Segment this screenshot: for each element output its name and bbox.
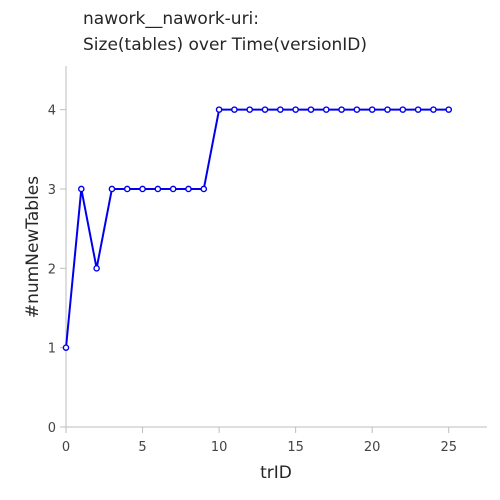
data-point (231, 106, 238, 113)
series-line (65, 108, 449, 348)
x-tick-label: 15 (287, 440, 304, 455)
plot-area (62, 106, 453, 351)
x-tick-label: 5 (138, 440, 146, 455)
y-tick-label: 2 (48, 262, 56, 277)
data-point (430, 106, 437, 113)
data-point (353, 106, 361, 113)
data-point (445, 106, 453, 113)
y-tick-label: 4 (48, 104, 56, 119)
data-point (399, 106, 407, 113)
data-point (261, 106, 269, 113)
data-point (169, 185, 177, 193)
y-tick-label: 3 (48, 183, 56, 198)
x-axis-label: trID (260, 463, 292, 483)
chart-title: nawork__nawork-uri: (83, 9, 259, 29)
data-point (368, 106, 376, 113)
data-point (246, 106, 254, 113)
data-point (93, 265, 100, 272)
data-point (154, 185, 162, 193)
x-axis-ticks: 0 5 10 15 20 25 (62, 427, 457, 455)
data-point (185, 185, 192, 193)
data-point (78, 185, 85, 193)
data-point (292, 106, 299, 113)
y-axis-ticks: 0 1 2 3 4 (48, 104, 66, 436)
data-point (200, 185, 208, 193)
data-point (307, 106, 315, 113)
y-tick-label: 0 (48, 421, 56, 436)
chart-subtitle: Size(tables) over Time(versionID) (83, 35, 367, 55)
data-point (384, 106, 391, 113)
data-point (108, 185, 116, 193)
x-tick-label: 0 (62, 440, 70, 455)
x-tick-label: 20 (364, 440, 381, 455)
data-point (123, 185, 131, 193)
x-tick-label: 25 (440, 440, 457, 455)
data-point (322, 106, 330, 113)
y-axis-label: #numNewTables (23, 176, 43, 318)
x-tick-label: 10 (211, 440, 228, 455)
data-point (62, 344, 70, 351)
data-point (277, 106, 284, 113)
data-point (338, 106, 345, 113)
data-point (215, 106, 223, 113)
y-tick-label: 1 (48, 342, 56, 357)
data-point (139, 185, 146, 193)
data-point (414, 106, 422, 113)
